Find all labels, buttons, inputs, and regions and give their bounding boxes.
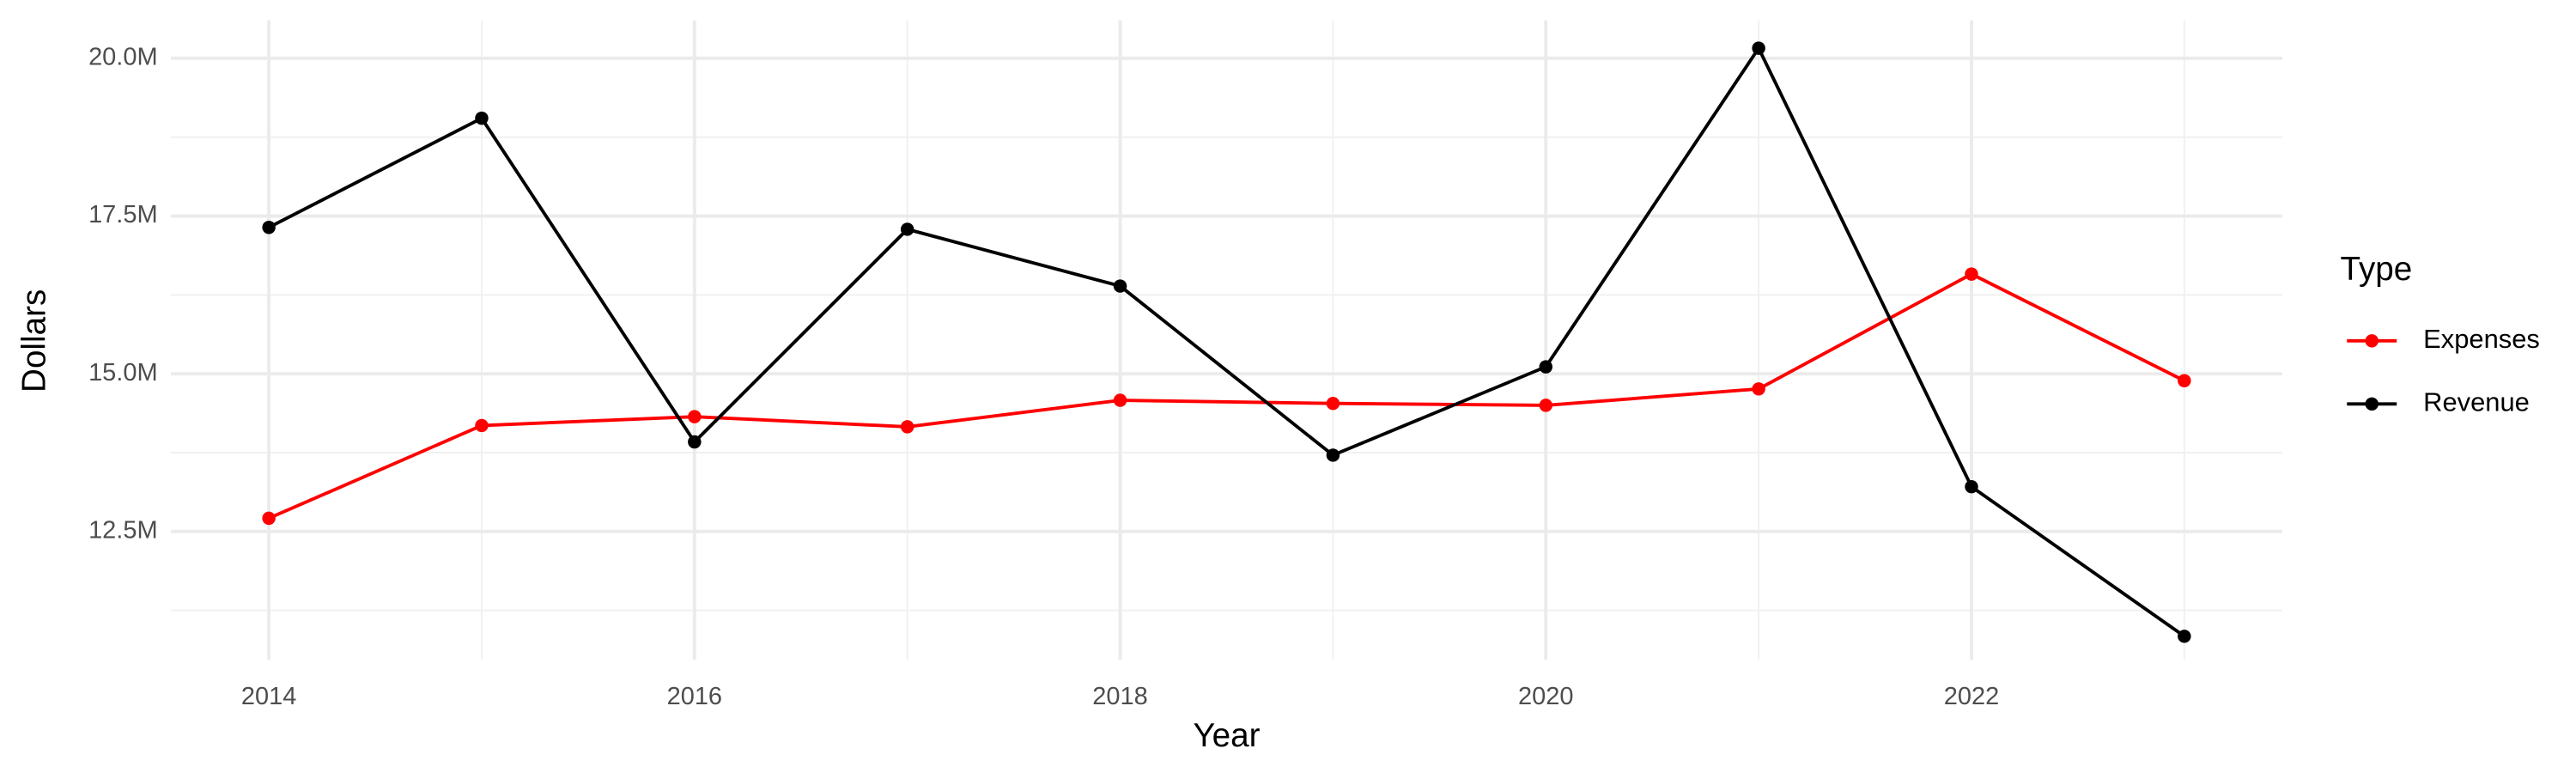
- data-point: [1965, 479, 1978, 494]
- x-tick-label: 2018: [1092, 683, 1147, 710]
- y-tick-label: 15.0M: [88, 359, 158, 386]
- data-point: [1326, 448, 1340, 462]
- x-tick-label: 2016: [667, 683, 722, 710]
- data-point: [1752, 382, 1765, 396]
- data-point: [475, 418, 489, 433]
- x-tick-label: 2022: [1944, 683, 1999, 710]
- x-axis-title: Year: [1193, 717, 1260, 754]
- y-tick-label: 17.5M: [88, 201, 158, 228]
- data-point: [900, 222, 914, 236]
- data-point: [1539, 399, 1552, 412]
- legend-key-point: [2365, 334, 2379, 348]
- data-point: [900, 420, 914, 434]
- data-point: [1539, 360, 1552, 374]
- legend-label: Expenses: [2423, 324, 2540, 354]
- legend-label: Revenue: [2423, 386, 2530, 417]
- x-tick-label: 2020: [1518, 683, 1573, 710]
- data-point: [475, 111, 489, 125]
- data-point: [1113, 393, 1127, 407]
- data-point: [1965, 267, 1978, 281]
- data-point: [262, 221, 276, 234]
- data-point: [688, 410, 702, 423]
- data-point: [1113, 279, 1127, 293]
- x-tick-label: 2014: [241, 683, 296, 710]
- data-point: [1326, 396, 1340, 411]
- data-point: [1752, 41, 1765, 55]
- series-line: [268, 271, 2185, 520]
- series-line: [268, 45, 2185, 638]
- grid: [171, 20, 2282, 660]
- legend-key-point: [2365, 397, 2379, 411]
- data-point: [688, 435, 702, 449]
- data-point: [2178, 374, 2191, 387]
- legend-title: Type: [2341, 251, 2413, 288]
- data-point: [2178, 630, 2191, 643]
- data-point: [262, 511, 276, 526]
- y-axis-title: Dollars: [16, 289, 53, 393]
- y-tick-label: 12.5M: [88, 516, 158, 544]
- y-tick-label: 20.0M: [88, 44, 158, 71]
